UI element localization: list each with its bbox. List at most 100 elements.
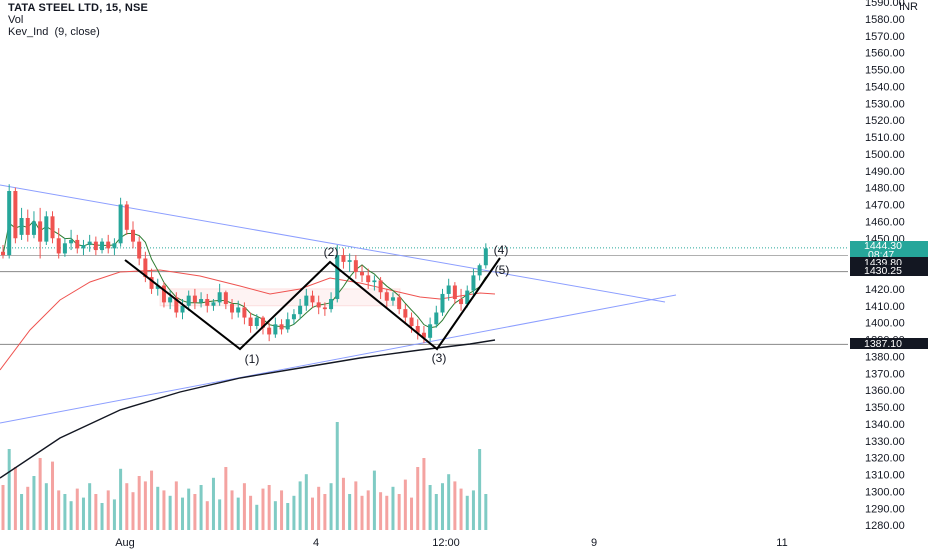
candle-body bbox=[112, 243, 117, 249]
price-axis-label: 1530.00 bbox=[865, 98, 905, 110]
volume-bar bbox=[391, 486, 395, 530]
price-axis-label: 1580.00 bbox=[865, 14, 905, 26]
volume-bar bbox=[44, 483, 48, 530]
volume-bar bbox=[422, 458, 426, 530]
candle-body bbox=[211, 302, 216, 306]
price-axis-label: 1290.00 bbox=[865, 503, 905, 515]
candle-body bbox=[291, 314, 296, 320]
volume-bar bbox=[273, 501, 277, 530]
volume-bar bbox=[94, 494, 98, 530]
candle-body bbox=[106, 241, 111, 249]
volume-bar bbox=[292, 495, 296, 530]
volume-bar bbox=[174, 481, 178, 530]
candle-body bbox=[360, 272, 365, 276]
candle-body bbox=[155, 285, 160, 289]
volume-bar bbox=[20, 494, 24, 530]
candle-body bbox=[273, 324, 278, 335]
volume-bar bbox=[242, 483, 246, 530]
volume-bar bbox=[465, 495, 469, 530]
candle-body bbox=[347, 260, 352, 262]
volume-bar bbox=[125, 483, 129, 530]
candle-body bbox=[168, 297, 173, 303]
price-axis-label: 1400.00 bbox=[865, 318, 905, 330]
currency-label: INR bbox=[899, 1, 918, 13]
candle-body bbox=[1, 251, 5, 256]
symbol-title: TATA STEEL LTD, 15, NSE bbox=[8, 2, 148, 14]
candle-body bbox=[279, 324, 284, 330]
volume-bar bbox=[7, 449, 11, 530]
indicator-params: (9, close) bbox=[54, 26, 100, 38]
level-tag-3 bbox=[850, 338, 928, 349]
candle-body bbox=[25, 218, 30, 235]
price-axis-label: 1590.00 bbox=[865, 0, 905, 9]
candle-body bbox=[31, 221, 36, 235]
candle-body bbox=[421, 332, 426, 338]
price-axis-label: 1480.00 bbox=[865, 183, 905, 195]
candle-body bbox=[322, 307, 327, 310]
candle-body bbox=[186, 295, 191, 306]
candle-body bbox=[477, 265, 482, 276]
time-axis-label: 4 bbox=[313, 537, 319, 549]
price-axis-label: 1350.00 bbox=[865, 402, 905, 414]
volume-bar bbox=[453, 481, 457, 530]
time-axis-label: Aug bbox=[115, 537, 135, 549]
candle-body bbox=[161, 285, 166, 303]
candle-body bbox=[316, 302, 321, 308]
candle-body bbox=[130, 229, 135, 242]
candle-body bbox=[242, 307, 247, 318]
volume-bar bbox=[38, 458, 42, 530]
chart-legend: TATA STEEL LTD, 15, NSE Vol Kev_Ind (9, … bbox=[8, 2, 148, 38]
volume-bar bbox=[112, 499, 116, 530]
volume-bar bbox=[199, 485, 203, 530]
indicator-label: Kev_Ind (9, close) bbox=[8, 26, 148, 38]
candle-body bbox=[199, 299, 204, 303]
candle-body bbox=[471, 275, 476, 291]
volume-bar bbox=[335, 422, 339, 530]
candle-body bbox=[81, 245, 86, 249]
trendline-upper[interactable] bbox=[0, 184, 666, 303]
candle-body bbox=[397, 297, 402, 310]
volume-bar bbox=[26, 486, 30, 530]
candle-body bbox=[452, 285, 457, 299]
time-axis-label: 9 bbox=[591, 537, 597, 549]
price-axis-label: 1570.00 bbox=[865, 31, 905, 43]
candle-body bbox=[174, 297, 179, 313]
candle-body bbox=[223, 292, 228, 305]
volume-bar bbox=[181, 497, 185, 530]
volume-bar bbox=[193, 494, 197, 530]
volume-bar bbox=[131, 492, 135, 530]
candle-body bbox=[428, 324, 433, 338]
volume-bar bbox=[119, 468, 123, 530]
volume-bar bbox=[218, 499, 222, 530]
volume-bar bbox=[341, 477, 345, 530]
wave-label-2: (2) bbox=[324, 245, 339, 259]
price-axis-label: 1370.00 bbox=[865, 368, 905, 380]
candle-body bbox=[285, 319, 290, 330]
volume-bar bbox=[471, 490, 475, 530]
candle-body bbox=[310, 295, 315, 303]
price-axis-label: 1280.00 bbox=[865, 520, 905, 532]
candle-body bbox=[378, 280, 383, 293]
price-axis-label: 1420.00 bbox=[865, 284, 905, 296]
candle-body bbox=[384, 292, 389, 301]
volume-bar bbox=[255, 504, 259, 530]
volume-bar bbox=[440, 483, 444, 530]
volume-bar bbox=[57, 490, 61, 530]
candle-body bbox=[19, 218, 24, 235]
volume-bar bbox=[205, 501, 209, 530]
moving-average-long bbox=[0, 339, 496, 479]
volume-bar bbox=[372, 470, 376, 530]
trendline-lower[interactable] bbox=[0, 294, 677, 424]
candle-body bbox=[335, 255, 340, 299]
price-axis-label: 1410.00 bbox=[865, 301, 905, 313]
volume-bar bbox=[329, 483, 333, 530]
candle-body bbox=[118, 204, 123, 244]
volume-bar bbox=[162, 490, 166, 530]
volume-bar bbox=[416, 467, 420, 530]
wave-path[interactable] bbox=[124, 257, 501, 351]
volume-bar bbox=[1, 485, 5, 530]
volume-bar bbox=[323, 494, 327, 530]
candle-body bbox=[124, 204, 129, 230]
